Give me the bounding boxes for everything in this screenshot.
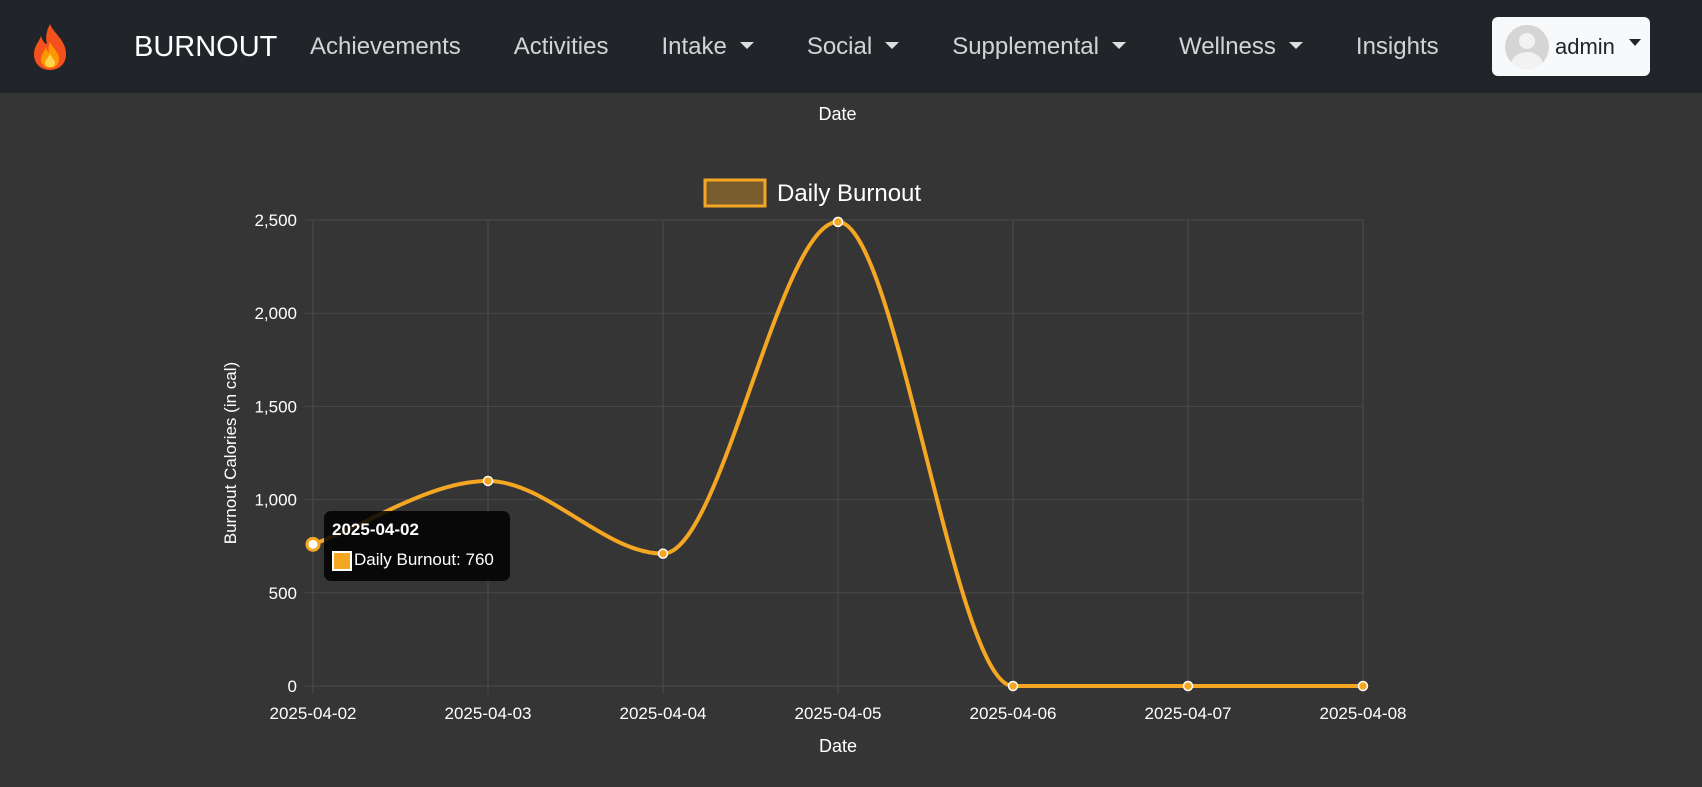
nav-item-label: Social — [806, 32, 873, 60]
nav-item-label: Supplemental — [952, 32, 1099, 60]
x-tick-label: 2025-04-03 — [445, 704, 532, 723]
user-name: admin — [1555, 33, 1615, 59]
data-point — [1007, 680, 1019, 692]
tooltip-swatch — [332, 551, 352, 571]
nav-menu: Achievements Activities Intake Social Su… — [310, 0, 1439, 93]
avatar-icon — [1505, 24, 1549, 69]
flame-icon[interactable] — [28, 22, 72, 72]
chevron-down-icon — [1111, 42, 1126, 49]
data-point — [657, 548, 669, 559]
nav-item-label: Intake — [661, 32, 727, 60]
x-axis-label: Date — [819, 736, 857, 756]
top-axis-label: Date — [818, 104, 857, 124]
legend-swatch — [703, 178, 767, 208]
chevron-down-icon — [885, 42, 900, 49]
y-tick-label: 1,000 — [254, 491, 297, 510]
chevron-down-icon — [1288, 42, 1303, 49]
x-tick-label: 2025-04-02 — [270, 704, 357, 723]
x-tick-label: 2025-04-05 — [795, 704, 882, 723]
data-point — [482, 475, 494, 487]
tooltip-label: Daily Burnout: 760 — [354, 550, 494, 569]
y-tick-label: 0 — [288, 677, 297, 696]
y-tick-label: 2,500 — [254, 211, 297, 230]
x-tick-label: 2025-04-08 — [1320, 704, 1407, 723]
x-tick-label: 2025-04-07 — [1145, 704, 1232, 723]
nav-item-label: Activities — [513, 32, 609, 60]
y-tick-label: 1,500 — [254, 397, 297, 416]
chevron-down-icon — [739, 42, 754, 49]
data-point — [1182, 680, 1194, 692]
nav-item-social[interactable]: Social — [806, 32, 900, 61]
x-tick-label: 2025-04-04 — [620, 704, 707, 723]
nav-item-supplemental[interactable]: Supplemental — [952, 33, 1126, 61]
chevron-down-icon — [1628, 39, 1641, 46]
y-tick-label: 2,000 — [254, 304, 297, 323]
x-tick-label: 2025-04-06 — [970, 704, 1057, 723]
brand-name[interactable]: BURNOUT — [134, 31, 278, 63]
nav-item-label: Wellness — [1178, 32, 1276, 60]
legend-label: Daily Burnout — [777, 180, 921, 207]
y-axis-label: Burnout Calories (in cal) — [221, 362, 240, 544]
user-menu-button[interactable]: admin — [1492, 17, 1650, 76]
nav-item-intake[interactable]: Intake — [661, 32, 754, 61]
data-point — [305, 536, 321, 552]
nav-item-label: Achievements — [310, 32, 461, 60]
navbar: BURNOUT Achievements Activities Intake S… — [0, 0, 1702, 93]
nav-item-wellness[interactable]: Wellness — [1179, 33, 1303, 61]
chart-tooltip: 2025-04-02 Daily Burnout: 760 — [324, 511, 510, 581]
data-point — [832, 216, 844, 228]
nav-item-achievements[interactable]: Achievements — [310, 33, 461, 61]
nav-item-insights[interactable]: Insights — [1356, 33, 1439, 61]
tooltip-title: 2025-04-02 — [332, 520, 419, 539]
nav-item-label: Insights — [1355, 32, 1439, 60]
nav-item-activities[interactable]: Activities — [514, 33, 609, 61]
y-tick-label: 500 — [269, 584, 297, 603]
data-point — [1357, 680, 1369, 692]
